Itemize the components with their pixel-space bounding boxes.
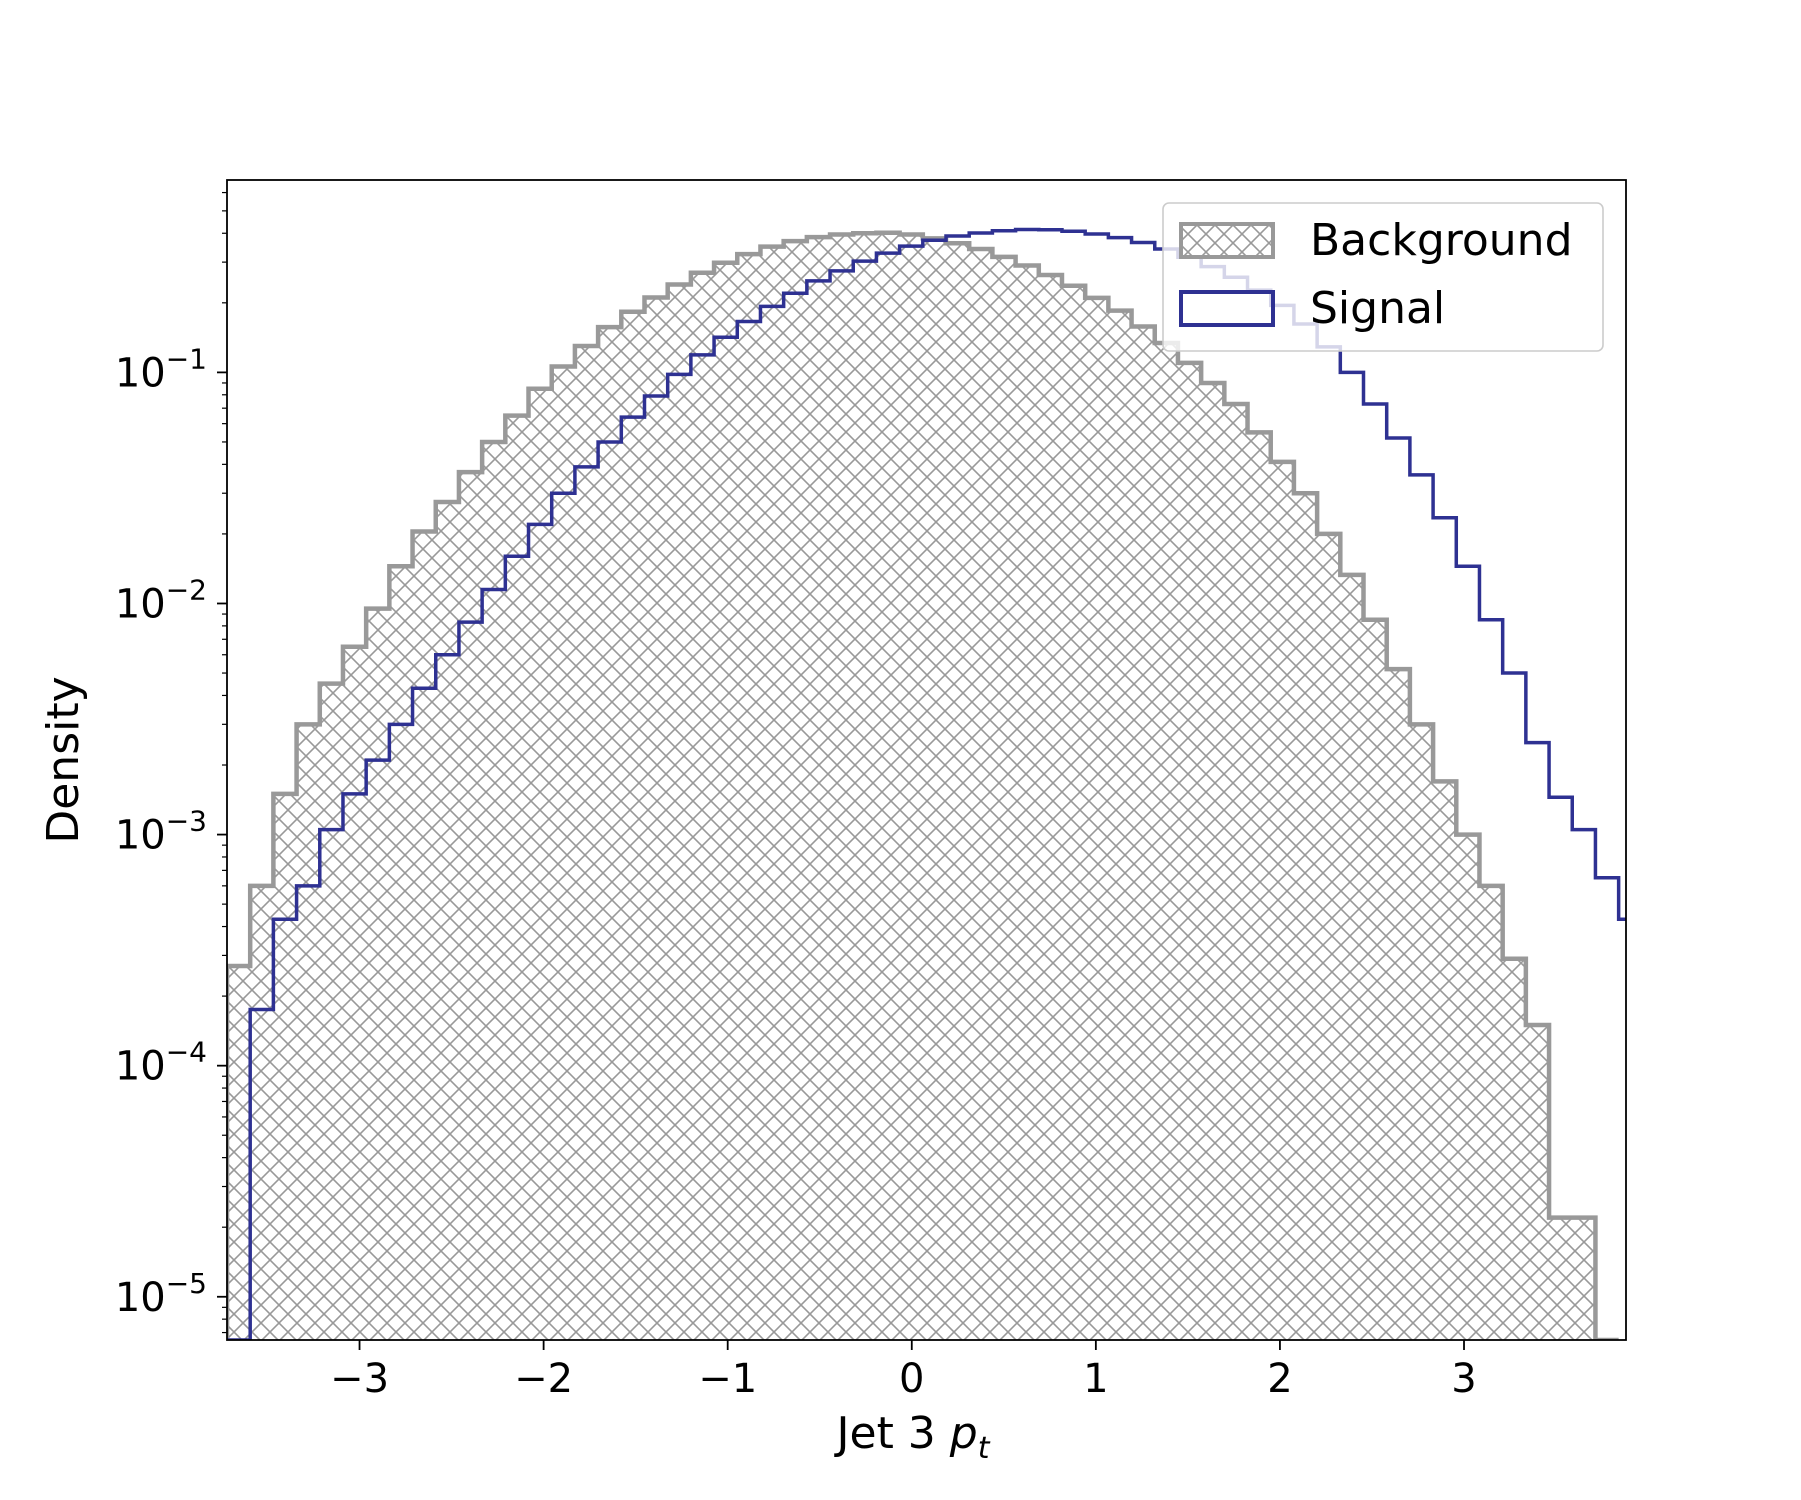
y-axis-label: Density (38, 676, 89, 843)
x-tick-label: 1 (1083, 1356, 1108, 1402)
series-signal-outline (227, 227, 1626, 1340)
x-axis: −3 −2 −1 0 1 2 3 (330, 1340, 1477, 1402)
y-tick-label: 10−3 (115, 805, 207, 859)
y-tick-label: 10−2 (115, 573, 207, 627)
y-tick-label: 10−1 (115, 342, 207, 396)
x-axis-label: Jet 3 pt (834, 1408, 991, 1466)
plot-frame (226, 179, 1627, 1341)
x-tick-label: 2 (1267, 1356, 1292, 1402)
x-tick-label: 3 (1451, 1356, 1476, 1402)
legend-swatch-background (1179, 222, 1275, 259)
x-tick-label: −3 (330, 1356, 389, 1402)
series-background-fill (227, 232, 1619, 1340)
series-background-outline (227, 230, 1619, 1340)
y-axis: 10−5 10−4 10−3 10−2 10−1 (115, 191, 227, 1334)
x-tick-label: −1 (698, 1356, 757, 1402)
x-tick-label: 0 (899, 1356, 924, 1402)
x-axis-label-main: Jet 3 (834, 1408, 950, 1459)
y-tick-label: 10−4 (115, 1036, 207, 1090)
y-tick-label: 10−5 (115, 1267, 207, 1321)
legend-swatch-signal (1179, 290, 1275, 327)
plot-area (227, 227, 1626, 1340)
x-axis-label-var: p (949, 1408, 978, 1459)
legend-label-signal: Signal (1310, 283, 1445, 334)
legend-label-background: Background (1310, 215, 1573, 266)
legend: Background Signal (1162, 202, 1604, 352)
x-tick-label: −2 (514, 1356, 573, 1402)
x-axis-label-sub: t (978, 1431, 991, 1466)
